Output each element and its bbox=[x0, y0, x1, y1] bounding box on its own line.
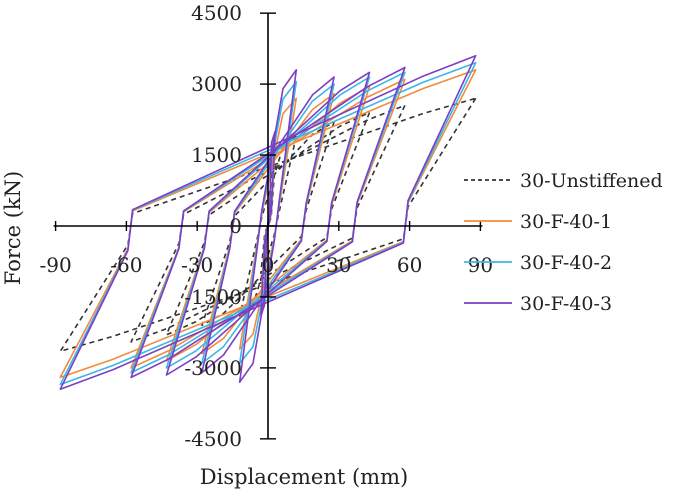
legend-item: 30-F-40-2 bbox=[464, 252, 612, 274]
series-4 bbox=[59, 54, 477, 390]
y-tick-label: -4500 bbox=[184, 427, 242, 451]
series-4-loop-2 bbox=[238, 69, 298, 383]
series-4-loop-5 bbox=[130, 66, 406, 379]
x-tick-label: 90 bbox=[468, 253, 493, 277]
legend-label: 30-F-40-1 bbox=[520, 211, 612, 233]
series-1-loop-2 bbox=[238, 135, 298, 317]
y-tick-label: 3000 bbox=[191, 72, 242, 96]
legend-item: 30-F-40-3 bbox=[464, 293, 612, 315]
x-tick-label: -60 bbox=[110, 253, 142, 277]
legend-item: 30-Unstiffened bbox=[464, 170, 663, 192]
y-tick-label: 4500 bbox=[191, 1, 242, 25]
axes bbox=[53, 12, 483, 440]
x-tick-label: -30 bbox=[181, 253, 213, 277]
x-tick-label: -90 bbox=[39, 253, 71, 277]
y-tick-label: -3000 bbox=[184, 356, 242, 380]
curves-layer bbox=[59, 54, 477, 390]
series-1-loop-4 bbox=[165, 111, 371, 336]
legend-label: 30-Unstiffened bbox=[520, 170, 663, 192]
x-tick-label: 60 bbox=[397, 253, 422, 277]
y-tick-label: 0 bbox=[229, 214, 242, 238]
series-4-loop-4 bbox=[165, 71, 371, 376]
tick-labels: -90 -60 -30 0 30 60 90 4500 3000 1500 0 -1500 -3000 -… bbox=[39, 1, 493, 451]
legend-label: 30-F-40-2 bbox=[520, 252, 612, 274]
y-axis-title: Force (kN) bbox=[1, 171, 25, 285]
y-tick-label: 1500 bbox=[191, 143, 242, 167]
x-axis-title: Displacement (mm) bbox=[200, 465, 408, 489]
legend: 30-Unstiffened 30-F-40-1 30-F-40-2 30-F-40-… bbox=[464, 170, 663, 315]
y-tick-label: -1500 bbox=[184, 285, 242, 309]
series-4-loop-3 bbox=[201, 76, 335, 374]
legend-item: 30-F-40-1 bbox=[464, 211, 612, 233]
series-1-loop-5 bbox=[130, 104, 406, 343]
x-tick-label: 30 bbox=[326, 253, 351, 277]
x-tick-label: 0 bbox=[262, 253, 275, 277]
series-4-loop-6 bbox=[59, 54, 477, 390]
legend-label: 30-F-40-3 bbox=[520, 293, 612, 315]
